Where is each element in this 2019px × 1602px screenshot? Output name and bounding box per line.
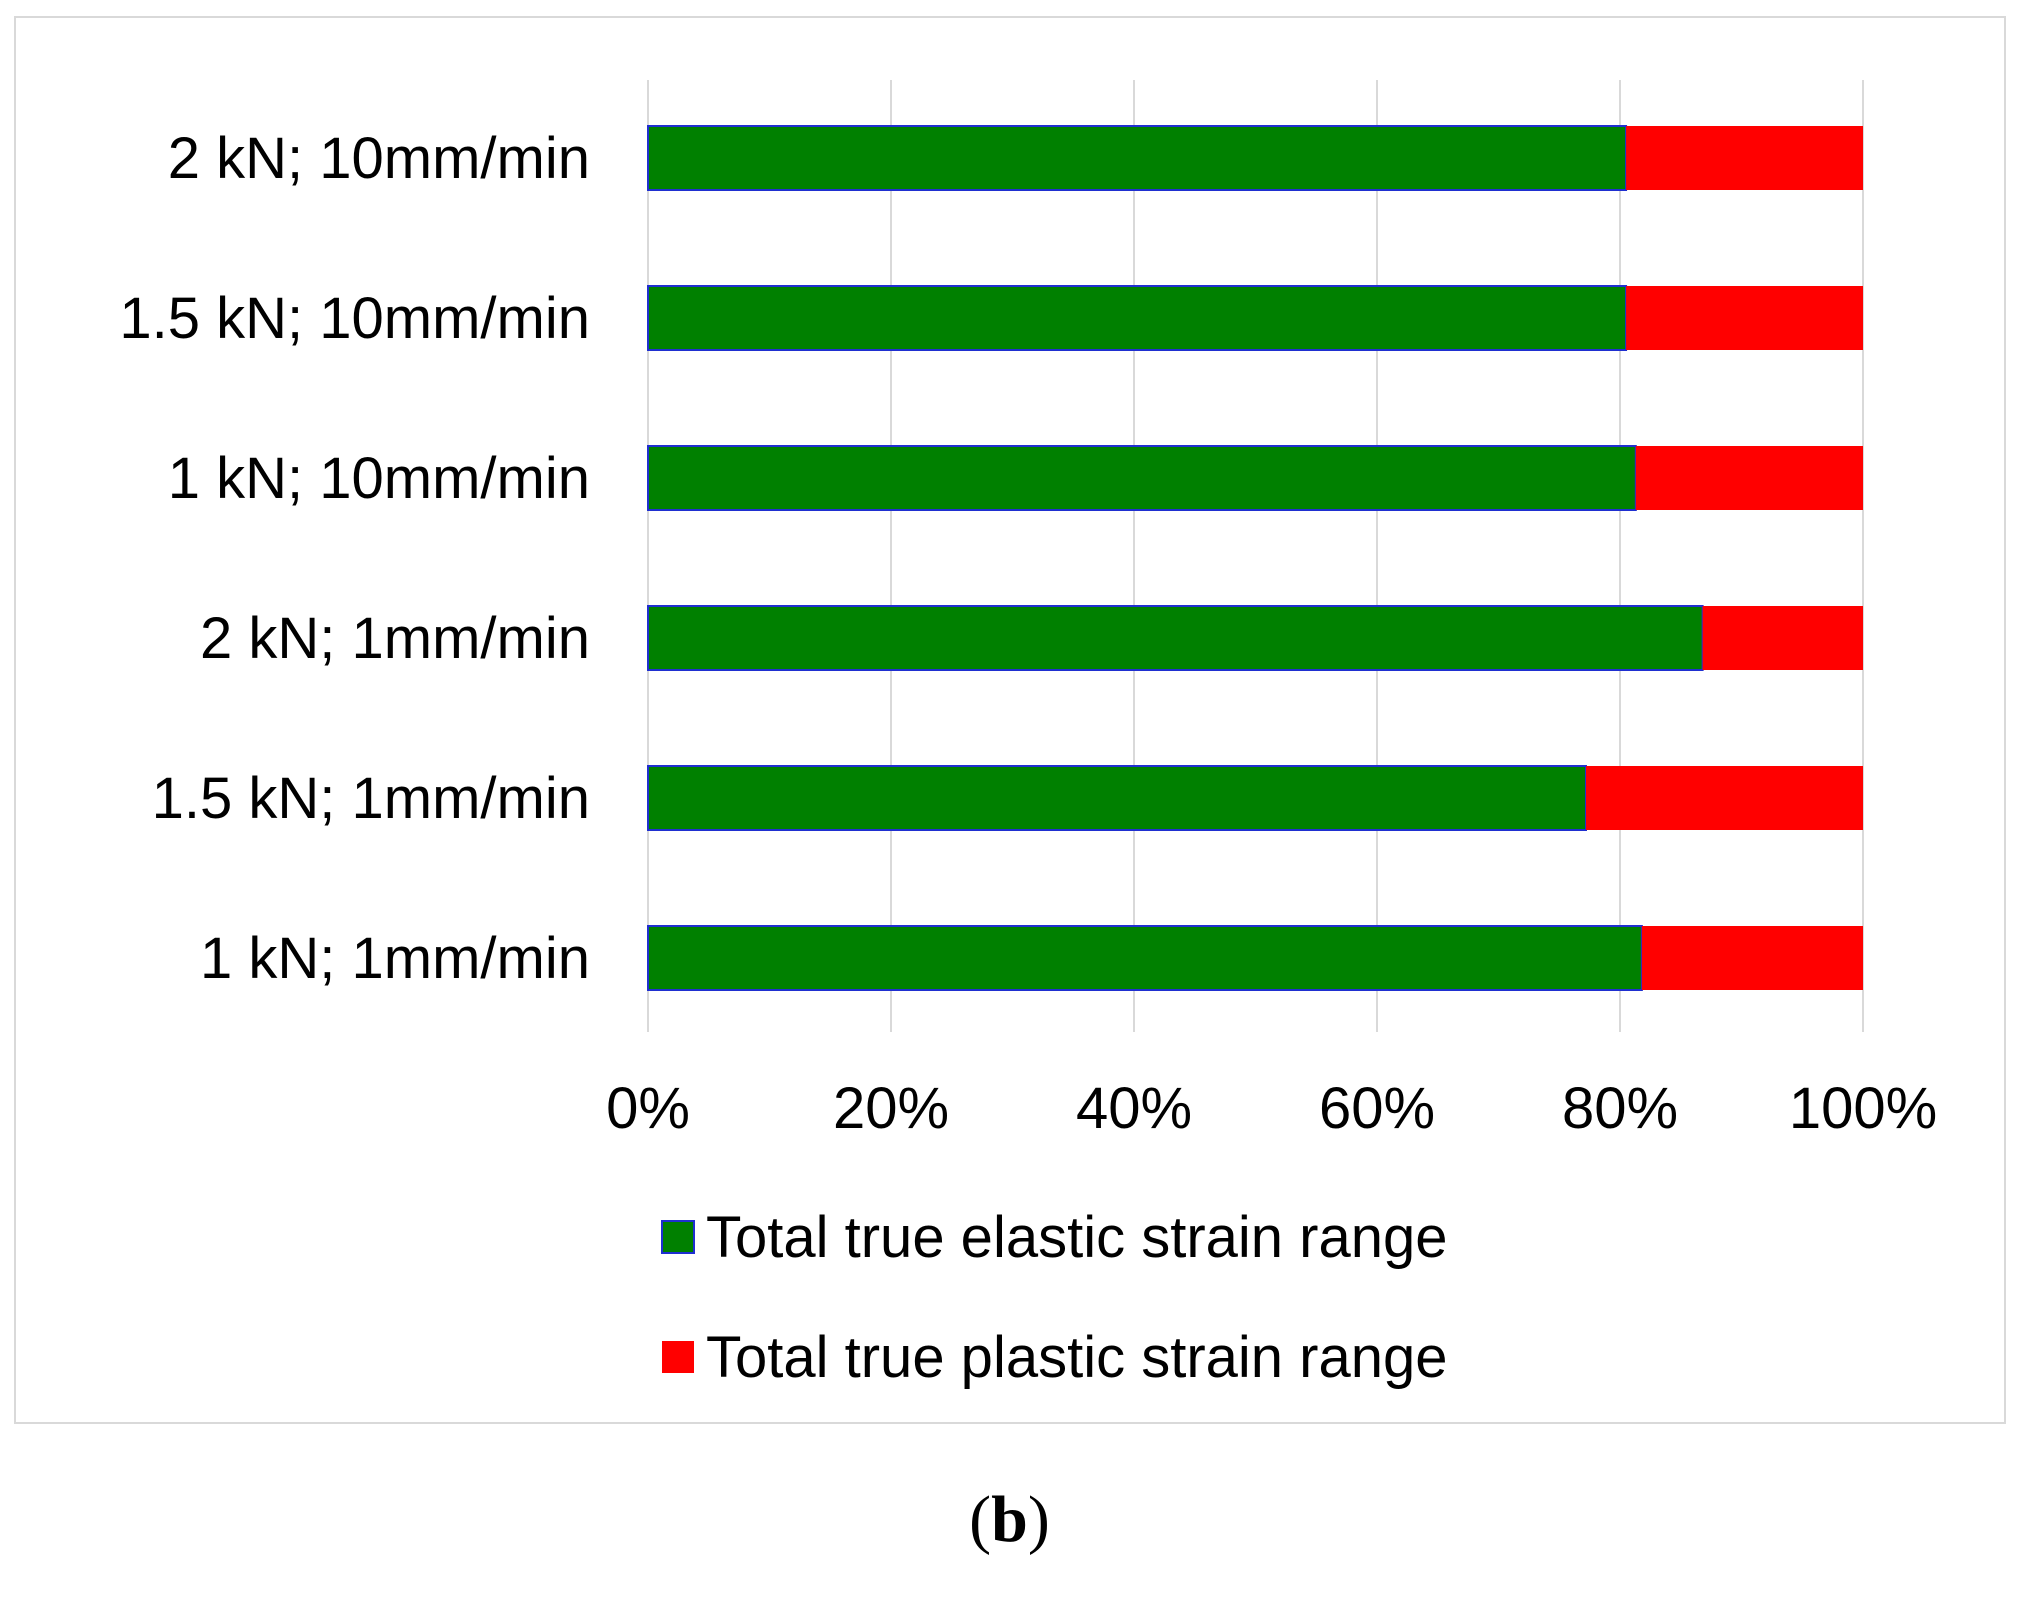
chart-frame: 2 kN; 10mm/min 1.5 kN; 10mm/min 1 kN; 10mm… <box>14 16 2006 1424</box>
x-tick-label: 80% <box>1562 1076 1678 1141</box>
category-labels: 2 kN; 10mm/min 1.5 kN; 10mm/min 1 kN; 10mm… <box>119 126 590 991</box>
legend-swatch <box>662 1341 694 1373</box>
legend: Total true elastic strain range Total tru… <box>661 1205 1447 1390</box>
category-label: 1 kN; 10mm/min <box>168 446 590 511</box>
bar-segment-elastic <box>647 925 1643 991</box>
gridlines <box>647 80 1864 1032</box>
bars <box>647 125 1863 991</box>
bar-segment-elastic <box>647 125 1628 191</box>
category-label: 1.5 kN; 10mm/min <box>119 286 590 351</box>
x-tick-labels: 0% 20% 40% 60% 80% 100% <box>606 1076 1937 1141</box>
category-label: 2 kN; 10mm/min <box>168 126 590 191</box>
chart-svg: 2 kN; 10mm/min 1.5 kN; 10mm/min 1 kN; 10mm… <box>119 80 1937 1390</box>
legend-label: Total true plastic strain range <box>706 1325 1447 1390</box>
x-tick-label: 20% <box>833 1076 949 1141</box>
legend-swatch <box>661 1220 695 1254</box>
bar-segment-plastic <box>1702 606 1863 670</box>
bar-segment-elastic <box>647 765 1587 831</box>
category-label: 1.5 kN; 1mm/min <box>152 766 590 831</box>
bar-segment-plastic <box>1626 126 1863 190</box>
bar-segment-plastic <box>1585 766 1863 830</box>
x-tick-label: 100% <box>1789 1076 1937 1141</box>
x-tick-label: 60% <box>1319 1076 1435 1141</box>
panel-label: (b) <box>969 1483 1050 1556</box>
bar-segment-elastic <box>647 285 1628 351</box>
category-label: 1 kN; 1mm/min <box>200 926 590 991</box>
bar-segment-plastic <box>1641 926 1863 990</box>
x-tick-label: 0% <box>606 1076 690 1141</box>
bar-segment-elastic <box>647 605 1704 671</box>
x-tick-label: 40% <box>1076 1076 1192 1141</box>
bar-segment-elastic <box>647 445 1637 511</box>
bar-segment-plastic <box>1626 286 1863 350</box>
panel-label-letter: b <box>991 1483 1028 1556</box>
bar-segment-plastic <box>1635 446 1863 510</box>
legend-label: Total true elastic strain range <box>706 1205 1447 1270</box>
category-label: 2 kN; 1mm/min <box>200 606 590 671</box>
